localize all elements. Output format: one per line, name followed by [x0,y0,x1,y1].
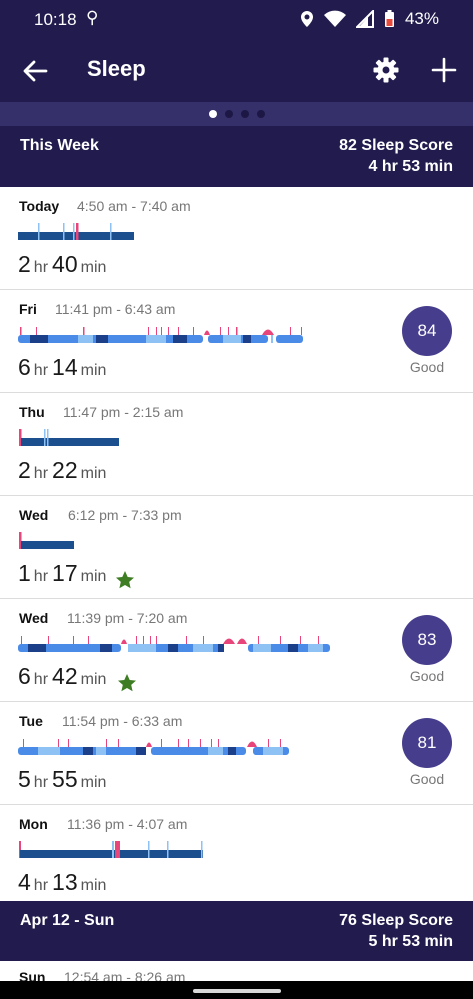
row-time-range: 4:50 am - 7:40 am [77,198,191,214]
sleep-stage-bar [18,739,289,755]
sleep-log-row[interactable]: Wed 6:12 pm - 7:33 pm 1 hr 17 min [0,496,473,599]
sleep-score-badge: 83 [402,615,452,665]
home-gesture-handle[interactable] [193,989,281,993]
wifi-icon [323,10,346,27]
row-time-range: 11:39 pm - 7:20 am [67,610,188,626]
sleep-log-row[interactable]: Tue 11:54 pm - 6:33 am [0,702,473,805]
sleep-stage-bar [19,841,203,858]
row-day: Mon [19,816,48,832]
page-dot-active [208,110,217,118]
star-icon [118,674,136,692]
this-week-header: This Week 82 Sleep Score 4 hr 53 min [0,126,473,187]
row-day: Tue [19,713,43,729]
row-time-range: 11:36 pm - 4:07 am [67,816,188,832]
sleep-score-label: Good [409,668,445,684]
status-bar: 10:18 ⚲ 43% [0,0,473,38]
cell-signal-icon [355,10,374,28]
week-sleep-score: 82 Sleep Score [339,137,453,154]
row-duration: 5 hr 55 min [18,766,107,792]
week-duration: 5 hr 53 min [368,933,453,950]
sleep-log-row[interactable]: Today 4:50 am - 7:40 am 2 hr 40 min [0,187,473,290]
status-time: 10:18 [34,10,77,29]
row-time-range: 11:41 pm - 6:43 am [55,301,176,317]
row-day: Fri [19,301,37,317]
row-day: Thu [19,404,45,420]
app-bar: Sleep [0,38,473,102]
row-time-range: 6:12 pm - 7:33 pm [68,507,182,523]
system-nav-bar [0,981,473,999]
row-time-range: 12:54 am - 8:26 am [64,969,186,981]
sleep-log-row[interactable]: Thu 11:47 pm - 2:15 am 2 hr 22 min [0,393,473,496]
wifi-calling-icon: ⚲ [86,8,99,27]
row-duration: 4 hr 13 min [18,869,107,895]
location-icon [300,11,313,27]
sleep-score-badge: 81 [402,718,452,768]
sleep-score-label: Good [409,359,445,375]
week-sleep-score: 76 Sleep Score [339,912,453,929]
row-time-range: 11:47 pm - 2:15 am [63,404,184,420]
sleep-stage-bar [19,429,119,446]
star-icon [116,571,134,589]
row-day: Today [19,198,60,214]
page-dot [224,110,233,118]
row-duration: 1 hr 17 min [18,560,107,586]
sleep-stage-bar [18,636,330,652]
week-label: This Week [20,137,99,154]
add-icon[interactable] [430,56,458,84]
prev-week-header: Apr 12 - Sun 76 Sleep Score 5 hr 53 min [0,901,473,961]
row-duration: 2 hr 40 min [18,251,107,277]
row-duration: 6 hr 14 min [18,354,107,380]
sleep-log-row[interactable]: Wed 11:39 pm - 7:20 am [0,599,473,702]
sleep-log-row[interactable]: Fri 11:41 pm - 6:43 am [0,290,473,393]
week-duration: 4 hr 53 min [368,158,453,175]
sleep-stage-bar [18,327,303,343]
page-title: Sleep [87,56,146,81]
battery-icon [384,10,394,27]
sleep-stage-bar [18,223,134,240]
battery-percent: 43% [404,9,439,28]
gear-icon[interactable] [372,56,400,84]
page-indicator [0,102,473,126]
row-duration: 2 hr 22 min [18,457,107,483]
row-day: Wed [19,610,49,626]
back-arrow-icon[interactable] [20,56,50,86]
page-dot [240,110,249,118]
row-time-range: 11:54 pm - 6:33 am [62,713,183,729]
sleep-stage-bar [19,532,74,549]
sleep-score-label: Good [409,771,445,787]
sleep-log-list: Today 4:50 am - 7:40 am 2 hr 40 min Fri 11:… [0,187,473,908]
sleep-log-row-partial[interactable]: Sun 12:54 am - 8:26 am [0,961,473,981]
row-day: Wed [19,507,49,523]
week-label: Apr 12 - Sun [20,912,115,929]
row-day: Sun [19,969,46,981]
sleep-log-row[interactable]: Mon 11:36 pm - 4:07 am 4 hr 13 min [0,805,473,908]
row-duration: 6 hr 42 min [18,663,107,689]
page-dot [256,110,265,118]
sleep-score-badge: 84 [402,306,452,356]
